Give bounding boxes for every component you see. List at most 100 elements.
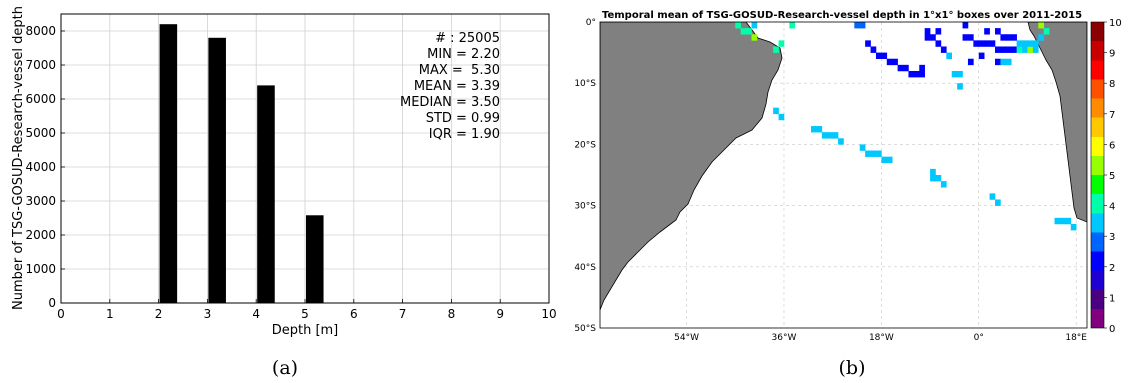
colorbar-tick-label: 3 xyxy=(1109,232,1115,243)
colorbar-tick-label: 1 xyxy=(1109,293,1115,304)
stat-iqr: IQR = 1.90 xyxy=(429,127,500,142)
data-cell xyxy=(870,150,877,157)
data-cell xyxy=(967,34,974,41)
colorbar-tick-label: 9 xyxy=(1109,49,1115,60)
data-cell xyxy=(913,70,920,78)
data-cell xyxy=(892,58,898,66)
y-tick-label: 7000 xyxy=(25,58,56,72)
data-cell xyxy=(995,199,1001,206)
y-tick-label: 3000 xyxy=(25,194,56,208)
data-cell xyxy=(962,34,969,41)
colorbar-tick-label: 6 xyxy=(1109,140,1115,151)
colorbar-tick-label: 0 xyxy=(1109,324,1115,335)
colorbar-tick-label: 7 xyxy=(1109,110,1115,121)
data-cell xyxy=(1065,217,1072,225)
x-tick-label: 0 xyxy=(57,307,65,321)
africa-landmass xyxy=(1027,22,1087,223)
data-cell xyxy=(778,40,785,47)
x-tick-label: 7 xyxy=(399,307,407,321)
x-tick-label: 2 xyxy=(155,307,163,321)
data-cell xyxy=(962,22,969,29)
y-tick-label: 6000 xyxy=(25,92,56,106)
data-cell xyxy=(957,70,963,78)
data-cell xyxy=(865,150,871,157)
data-cell xyxy=(973,40,980,47)
longitude-tick-label: 18°E xyxy=(1065,333,1087,343)
caption-b: (b) xyxy=(839,357,866,379)
longitude-tick-label: 18°W xyxy=(869,333,894,343)
histogram-x-label: Depth [m] xyxy=(272,323,339,338)
data-cell xyxy=(881,156,888,164)
data-cell xyxy=(1027,46,1034,53)
data-cell xyxy=(1011,46,1017,53)
data-cell xyxy=(984,40,990,47)
data-cell xyxy=(832,132,839,139)
data-cell xyxy=(816,126,823,133)
longitude-tick-label: 0° xyxy=(974,333,984,343)
y-tick-label: 8000 xyxy=(25,24,56,38)
latitude-tick-label: 20°S xyxy=(574,140,596,150)
data-cell xyxy=(919,70,925,78)
data-cell xyxy=(978,52,985,60)
data-cell xyxy=(951,70,958,78)
data-cell xyxy=(930,34,936,41)
data-cell xyxy=(1043,28,1050,35)
data-cell xyxy=(811,126,817,133)
x-tick-label: 3 xyxy=(204,307,212,321)
data-cell xyxy=(789,22,796,29)
data-cell xyxy=(735,22,741,29)
stat-std: STD = 0.99 xyxy=(426,111,500,126)
map-panel: Temporal mean of TSG-GOSUD-Research-vess… xyxy=(574,10,1121,379)
stat-min: MIN = 2.20 xyxy=(427,47,500,62)
longitude-tick-label: 36°W xyxy=(772,333,797,343)
latitude-tick-label: 40°S xyxy=(574,263,596,273)
data-cell xyxy=(935,175,942,182)
data-cell xyxy=(897,64,904,72)
data-cell xyxy=(773,46,779,53)
histogram-bar xyxy=(208,37,226,304)
data-cell xyxy=(930,168,936,176)
data-cell xyxy=(827,132,833,139)
colorbar-ticks: 0 1 2 3 4 5 6 7 8 9 10 xyxy=(1104,18,1122,335)
data-cell xyxy=(870,46,877,53)
histogram-bar xyxy=(305,215,324,303)
data-cell xyxy=(1016,40,1023,47)
data-cell xyxy=(1005,58,1012,66)
x-tick-label: 6 xyxy=(350,307,358,321)
y-tick-label: 2000 xyxy=(25,228,56,242)
data-cell xyxy=(1022,46,1028,53)
data-cell xyxy=(930,175,936,182)
x-tick-label: 9 xyxy=(496,307,504,321)
data-cell xyxy=(1000,58,1007,66)
data-cell xyxy=(1022,40,1028,47)
data-cells xyxy=(735,22,1077,231)
data-cell xyxy=(978,40,985,47)
histogram-x-ticks: 0 1 2 3 4 5 6 7 8 9 10 xyxy=(57,299,557,321)
colorbar-gradient xyxy=(1090,21,1105,329)
data-cell xyxy=(886,156,893,164)
data-cell xyxy=(1070,223,1077,231)
data-cell xyxy=(886,58,893,66)
data-cell xyxy=(1000,46,1007,53)
data-cell xyxy=(881,52,888,60)
x-tick-label: 1 xyxy=(106,307,114,321)
x-tick-label: 5 xyxy=(301,307,309,321)
y-tick-label: 0 xyxy=(48,296,56,310)
data-cell xyxy=(957,83,963,90)
caption-a: (a) xyxy=(272,357,298,379)
data-cell xyxy=(995,58,1001,66)
histogram-bar xyxy=(257,85,275,304)
data-cell xyxy=(1027,40,1034,47)
data-cell xyxy=(778,113,785,121)
colorbar-tick-label: 5 xyxy=(1109,171,1115,182)
colorbar-tick-label: 8 xyxy=(1109,79,1115,90)
latitude-tick-label: 50°S xyxy=(574,324,596,334)
stat-median: MEDIAN = 3.50 xyxy=(400,95,500,110)
data-cell xyxy=(989,193,996,200)
data-cell xyxy=(1032,46,1039,53)
data-cell xyxy=(838,138,844,145)
data-cell xyxy=(751,34,758,41)
map-longitude-ticks: 54°W 36°W 18°W 0° 18°E xyxy=(674,333,1087,343)
latitude-tick-label: 0° xyxy=(586,18,596,28)
data-cell xyxy=(946,52,953,60)
